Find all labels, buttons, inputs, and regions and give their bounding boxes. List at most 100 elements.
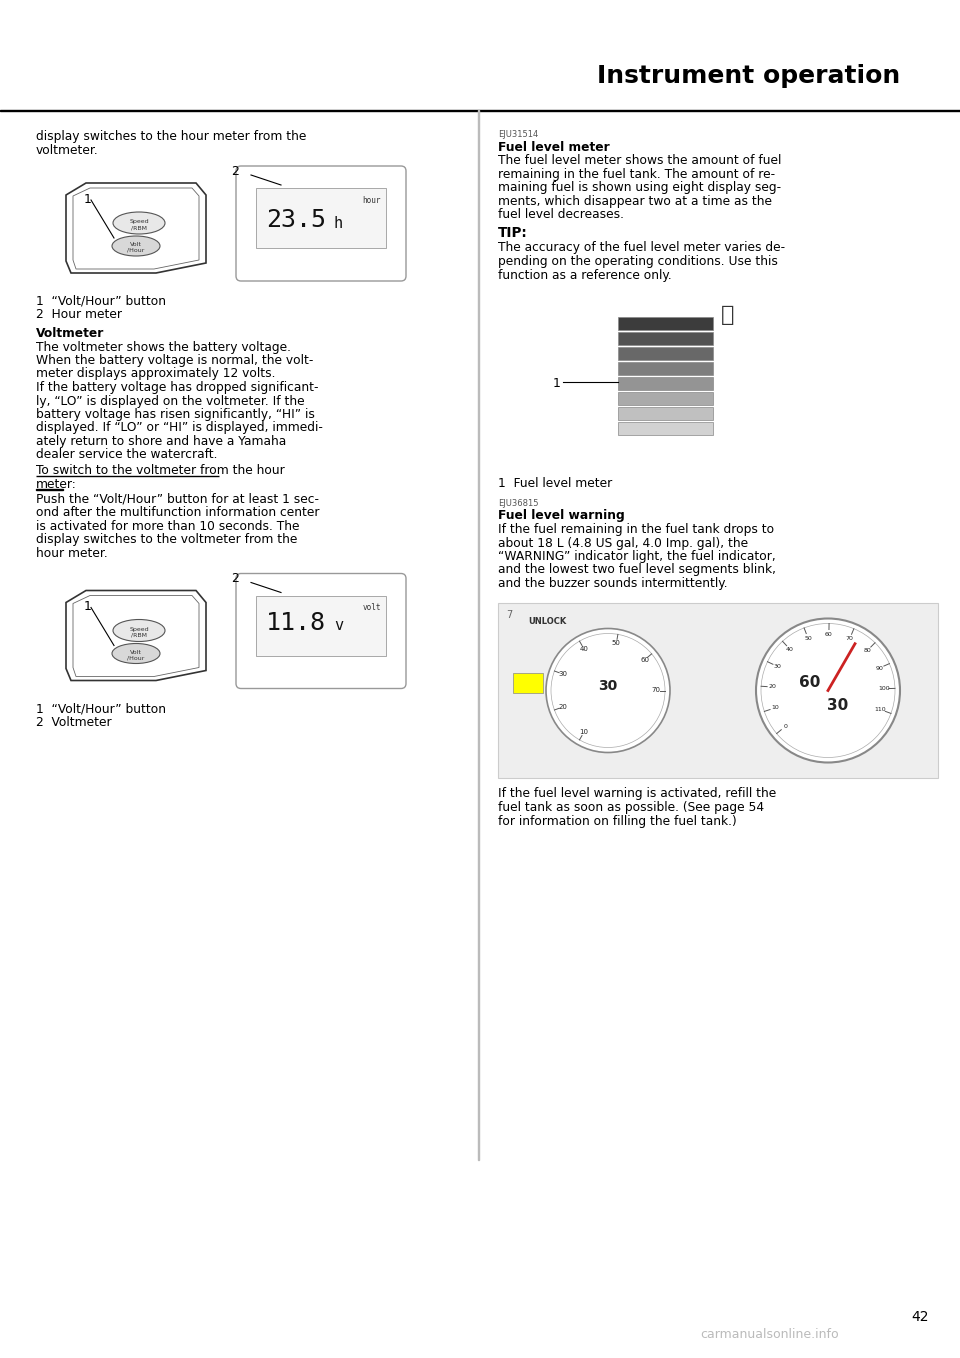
Ellipse shape [113, 619, 165, 641]
Bar [498, 603, 938, 778]
Text: 7: 7 [506, 611, 513, 621]
Text: When the battery voltage is normal, the volt-: When the battery voltage is normal, the … [36, 354, 313, 367]
Text: hour: hour [363, 196, 381, 205]
Text: To switch to the voltmeter from the hour: To switch to the voltmeter from the hour [36, 464, 285, 477]
Text: 10: 10 [580, 729, 588, 735]
Text: 2: 2 [231, 573, 239, 585]
Text: 20: 20 [559, 703, 567, 710]
Text: The voltmeter shows the battery voltage.: The voltmeter shows the battery voltage. [36, 341, 291, 353]
Text: 11.8: 11.8 [266, 611, 326, 634]
Text: 1  “Volt/Hour” button: 1 “Volt/Hour” button [36, 295, 166, 308]
Text: TIP:: TIP: [498, 225, 528, 240]
Text: 100: 100 [878, 686, 890, 691]
Text: EJU31514: EJU31514 [498, 130, 539, 139]
Text: ately return to shore and have a Yamaha: ately return to shore and have a Yamaha [36, 435, 286, 448]
Text: 110: 110 [875, 708, 886, 712]
Text: 23.5: 23.5 [266, 208, 326, 232]
Text: /Hour: /Hour [128, 249, 145, 253]
Text: 2  Hour meter: 2 Hour meter [36, 308, 122, 322]
Text: 60: 60 [825, 631, 832, 637]
Text: ⛽: ⛽ [721, 306, 734, 325]
Text: 1: 1 [84, 193, 92, 206]
Bar [256, 596, 386, 656]
Bar [618, 392, 713, 405]
Text: /RBM: /RBM [131, 633, 147, 637]
Text: meter:: meter: [36, 478, 77, 490]
Ellipse shape [112, 236, 160, 257]
Text: h: h [334, 216, 343, 231]
Text: displayed. If “LO” or “HI” is displayed, immedi-: displayed. If “LO” or “HI” is displayed,… [36, 421, 323, 435]
Bar [513, 672, 543, 693]
Text: fuel level decreases.: fuel level decreases. [498, 209, 624, 221]
Text: 70: 70 [846, 637, 853, 641]
Text: Volt: Volt [130, 649, 142, 655]
Text: 50: 50 [804, 636, 812, 641]
Text: carmanualsonline.info: carmanualsonline.info [700, 1328, 839, 1340]
Text: If the fuel level warning is activated, refill the: If the fuel level warning is activated, … [498, 788, 777, 800]
Text: If the fuel remaining in the fuel tank drops to: If the fuel remaining in the fuel tank d… [498, 523, 774, 536]
Text: display switches to the voltmeter from the: display switches to the voltmeter from t… [36, 534, 298, 546]
Text: 90: 90 [876, 665, 883, 671]
Text: 50: 50 [612, 640, 621, 646]
Text: /Hour: /Hour [128, 656, 145, 660]
Text: 60: 60 [800, 675, 821, 690]
Bar [618, 363, 713, 375]
Text: 0: 0 [783, 724, 787, 729]
Text: dealer service the watercraft.: dealer service the watercraft. [36, 448, 218, 462]
Text: remaining in the fuel tank. The amount of re-: remaining in the fuel tank. The amount o… [498, 168, 775, 181]
Text: /RBM: /RBM [131, 225, 147, 230]
Text: The accuracy of the fuel level meter varies de-: The accuracy of the fuel level meter var… [498, 242, 785, 254]
Text: UNLOCK: UNLOCK [528, 618, 566, 626]
Text: 20: 20 [768, 684, 776, 690]
Bar [528, 297, 908, 473]
Text: 1: 1 [84, 600, 92, 614]
Text: Fuel level warning: Fuel level warning [498, 509, 625, 523]
Text: 2: 2 [231, 166, 239, 178]
Text: “WARNING” indicator light, the fuel indicator,: “WARNING” indicator light, the fuel indi… [498, 550, 776, 564]
Text: display switches to the hour meter from the: display switches to the hour meter from … [36, 130, 306, 143]
Text: volt: volt [363, 603, 381, 612]
Ellipse shape [113, 212, 165, 234]
FancyBboxPatch shape [236, 573, 406, 689]
Text: about 18 L (4.8 US gal, 4.0 Imp. gal), the: about 18 L (4.8 US gal, 4.0 Imp. gal), t… [498, 536, 748, 550]
Text: 1: 1 [553, 378, 561, 390]
Text: Fuel level meter: Fuel level meter [498, 141, 610, 153]
Text: 60: 60 [640, 657, 649, 663]
Text: 40: 40 [786, 646, 794, 652]
Text: 30: 30 [559, 671, 567, 678]
Ellipse shape [112, 644, 160, 664]
Bar [618, 348, 713, 360]
Bar [618, 316, 713, 330]
Text: meter displays approximately 12 volts.: meter displays approximately 12 volts. [36, 368, 276, 380]
Text: Voltmeter: Voltmeter [36, 327, 105, 340]
Circle shape [546, 629, 670, 752]
Text: and the buzzer sounds intermittently.: and the buzzer sounds intermittently. [498, 577, 728, 589]
Circle shape [756, 618, 900, 762]
Bar [256, 187, 386, 249]
Text: for information on filling the fuel tank.): for information on filling the fuel tank… [498, 815, 736, 827]
Text: 30: 30 [774, 664, 781, 669]
Text: v: v [334, 618, 343, 633]
Text: Push the “Volt/Hour” button for at least 1 sec-: Push the “Volt/Hour” button for at least… [36, 493, 319, 507]
Text: Instrument operation: Instrument operation [597, 64, 900, 88]
Text: is activated for more than 10 seconds. The: is activated for more than 10 seconds. T… [36, 520, 300, 532]
Text: 80: 80 [863, 648, 871, 653]
Text: 1  “Volt/Hour” button: 1 “Volt/Hour” button [36, 702, 166, 716]
Text: EJU36815: EJU36815 [498, 498, 539, 508]
Text: 30: 30 [598, 679, 617, 693]
Text: Volt: Volt [130, 242, 142, 247]
Text: 1  Fuel level meter: 1 Fuel level meter [498, 477, 612, 490]
Text: function as a reference only.: function as a reference only. [498, 269, 672, 281]
Text: If the battery voltage has dropped significant-: If the battery voltage has dropped signi… [36, 382, 319, 394]
Text: ond after the multifunction information center: ond after the multifunction information … [36, 507, 320, 520]
Bar [618, 407, 713, 420]
Text: 10: 10 [771, 705, 779, 710]
Bar [618, 378, 713, 390]
Bar [618, 422, 713, 435]
Text: maining fuel is shown using eight display seg-: maining fuel is shown using eight displa… [498, 182, 781, 194]
Bar [618, 331, 713, 345]
Text: 2  Voltmeter: 2 Voltmeter [36, 716, 111, 729]
Text: 70: 70 [652, 687, 660, 694]
Text: battery voltage has risen significantly, “HI” is: battery voltage has risen significantly,… [36, 407, 315, 421]
Text: ly, “LO” is displayed on the voltmeter. If the: ly, “LO” is displayed on the voltmeter. … [36, 395, 304, 407]
